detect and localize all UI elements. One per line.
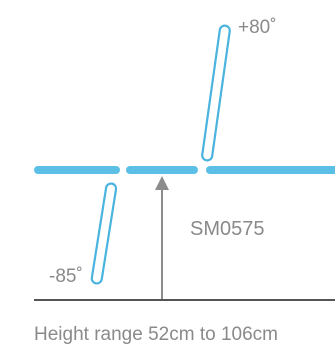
angle-up-label: +80˚ [238, 17, 277, 38]
model-code-label: SM0575 [190, 218, 265, 240]
table-segment-right [206, 166, 335, 174]
tilt-down-segment [90, 182, 118, 285]
height-range-caption: Height range 52cm to 106cm [34, 324, 278, 345]
table-top [34, 166, 335, 174]
angle-down-label: -85˚ [49, 266, 83, 287]
table-segment-left [34, 166, 120, 174]
tilt-up-segment [201, 24, 231, 162]
table-segment-middle [126, 166, 198, 174]
height-arrow [155, 176, 169, 299]
